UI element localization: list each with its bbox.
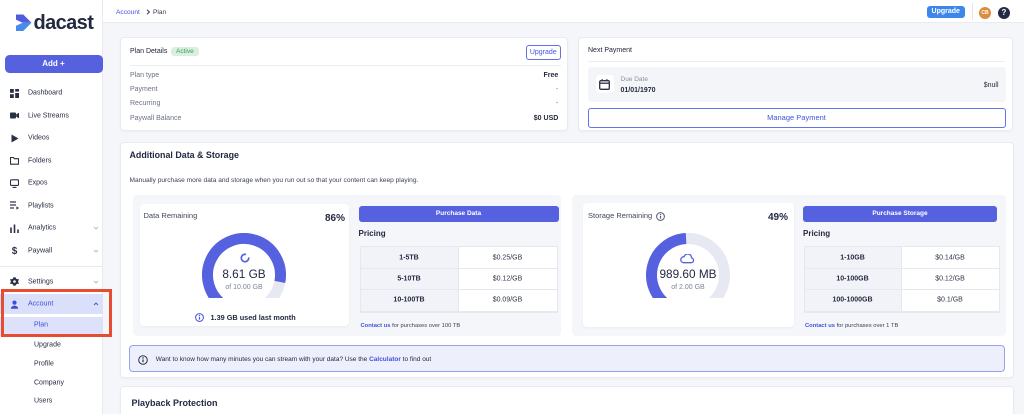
- svg-text:$: $: [12, 246, 18, 255]
